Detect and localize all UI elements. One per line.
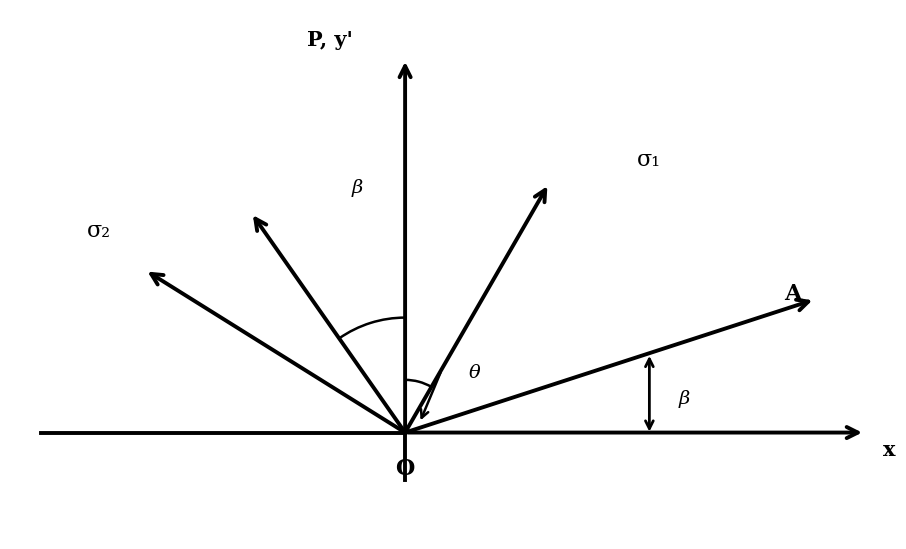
Text: σ₂: σ₂: [87, 220, 111, 243]
Text: O: O: [395, 458, 415, 480]
Text: β: β: [352, 180, 362, 197]
Text: β: β: [678, 390, 689, 408]
Text: x: x: [882, 440, 895, 460]
Text: σ₁: σ₁: [637, 149, 661, 171]
Text: θ: θ: [468, 364, 480, 382]
Text: P, y': P, y': [306, 30, 352, 50]
Text: A: A: [785, 283, 802, 305]
